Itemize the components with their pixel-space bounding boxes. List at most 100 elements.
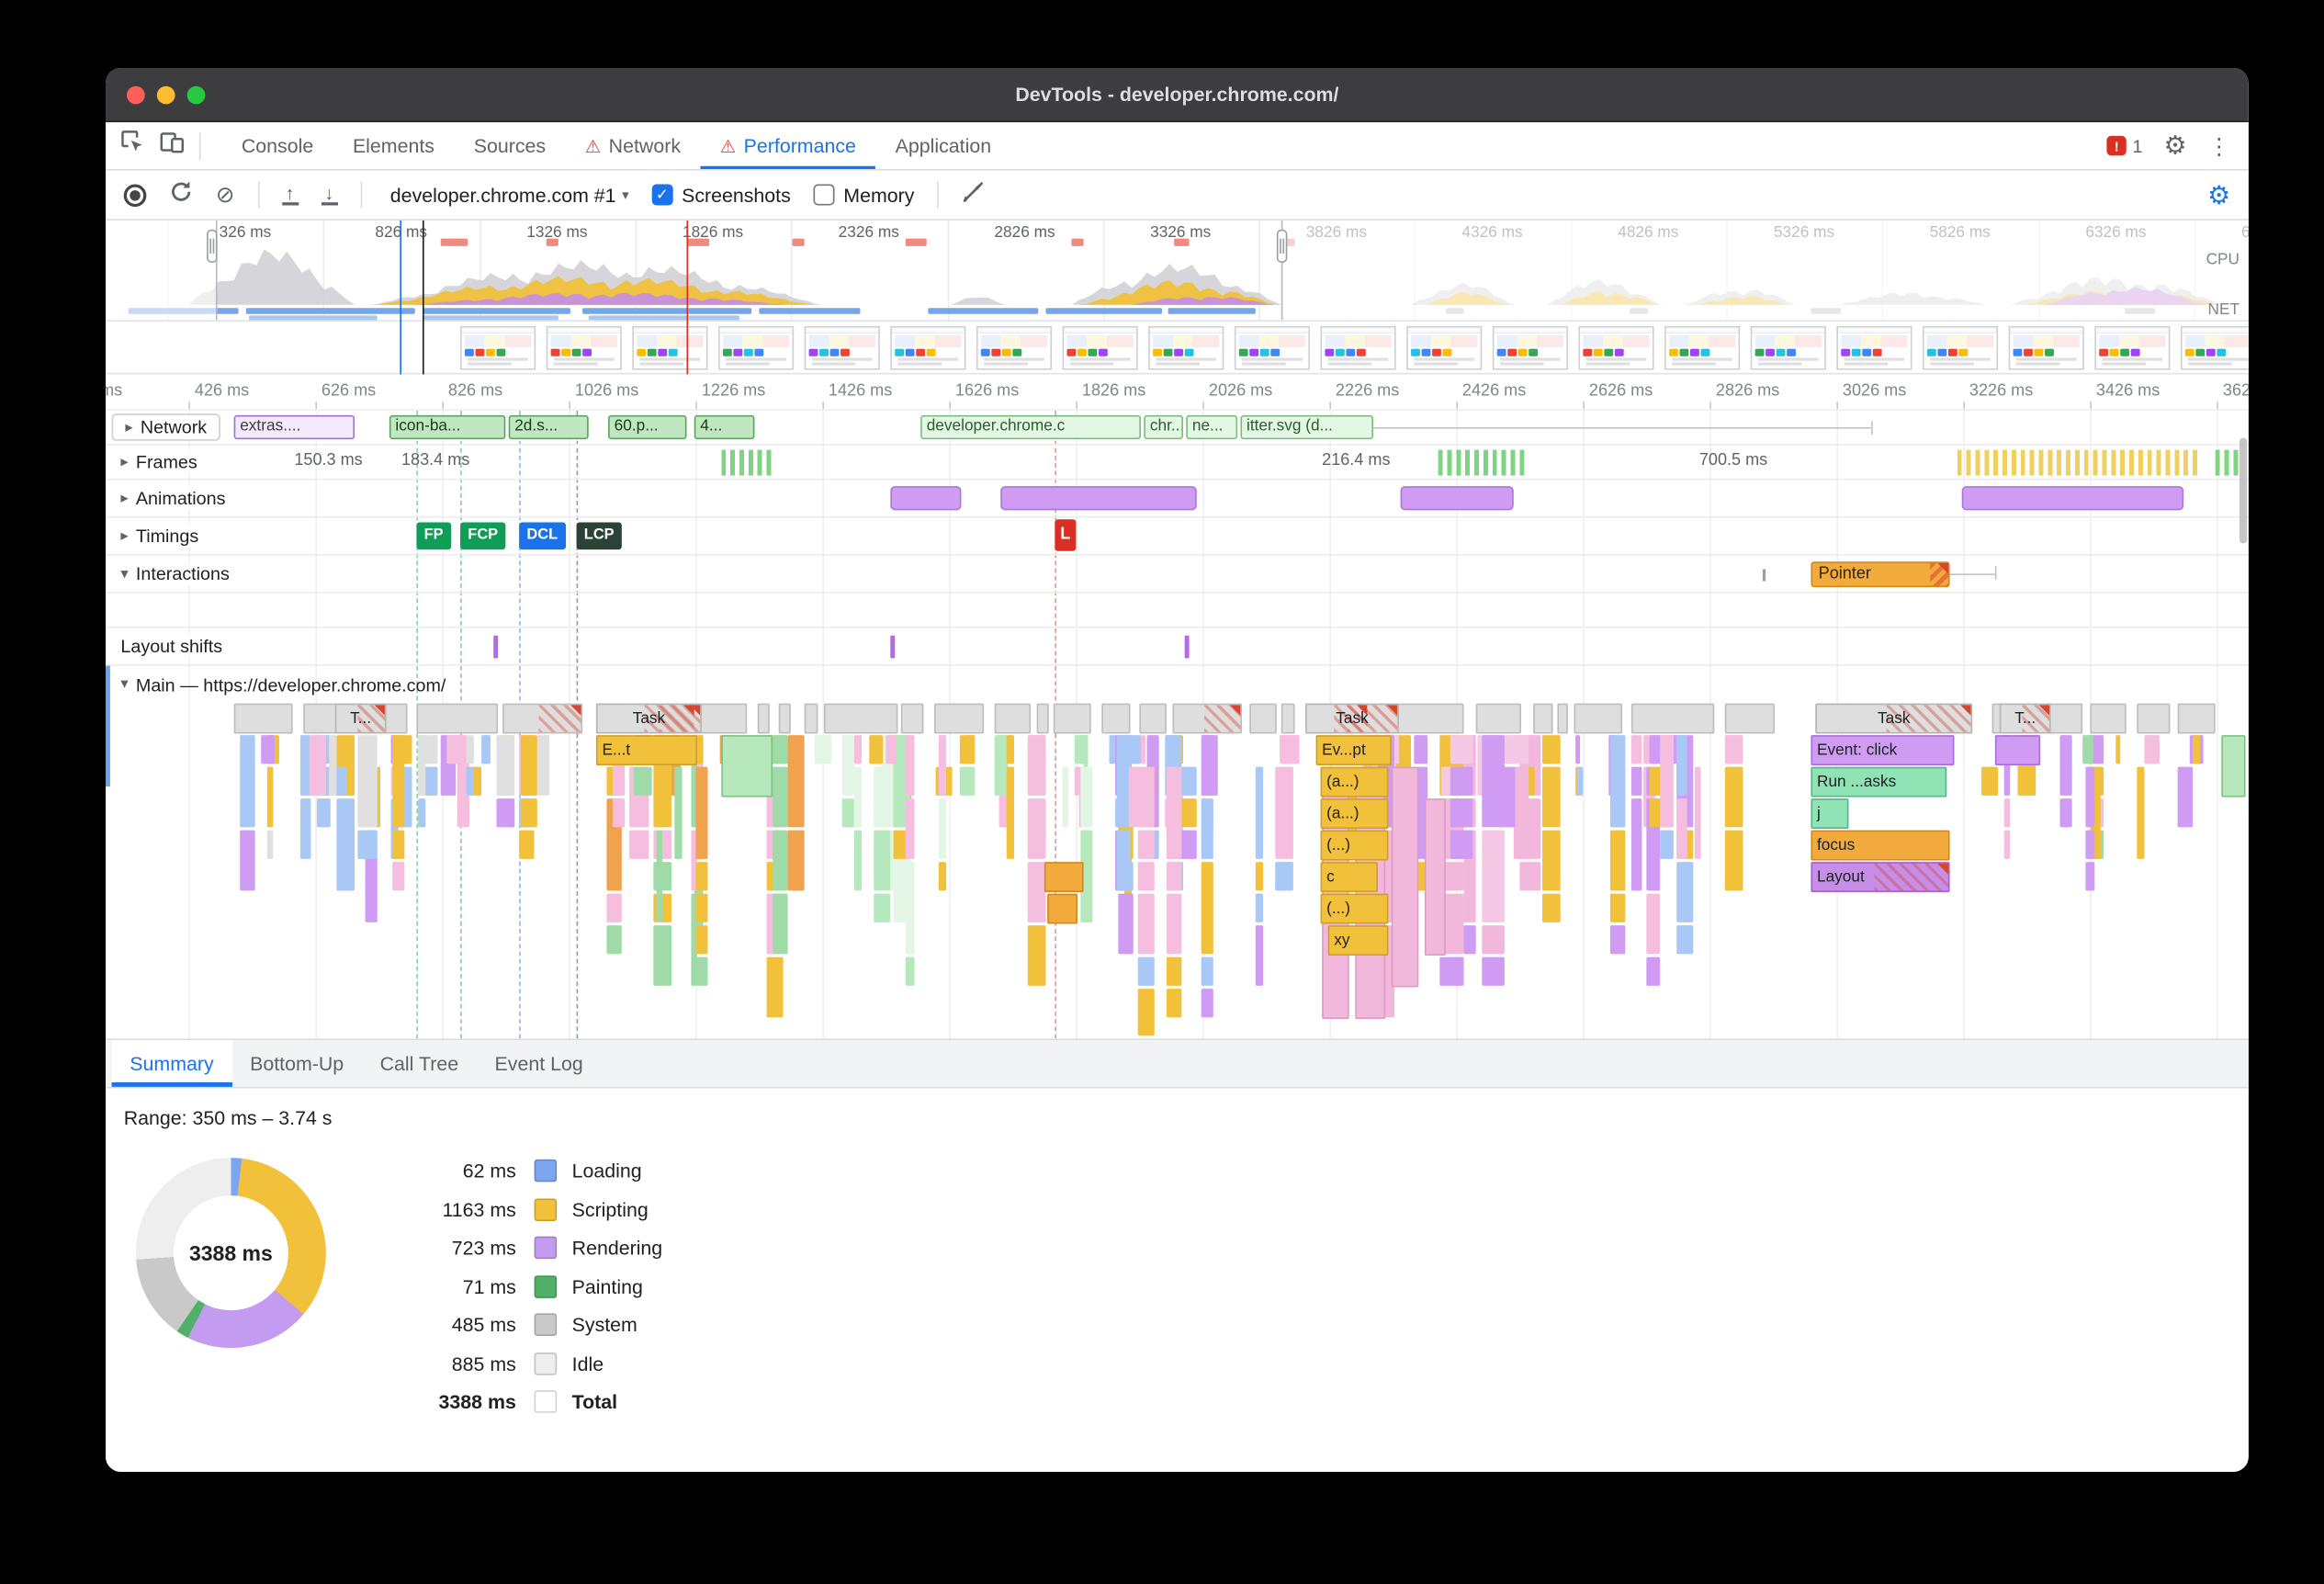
task-bar[interactable] <box>1281 703 1295 734</box>
flame-bar[interactable] <box>1118 893 1134 955</box>
flame-bar-labeled[interactable]: (...) <box>1320 893 1389 924</box>
flame-bar[interactable] <box>1047 893 1077 924</box>
flame-bar[interactable] <box>853 830 862 891</box>
task-bar[interactable] <box>502 703 583 734</box>
device-toolbar-icon[interactable] <box>160 130 185 162</box>
window-titlebar[interactable]: DevTools - developer.chrome.com/ <box>106 68 2249 123</box>
flame-bar[interactable] <box>2003 798 2011 828</box>
flame-bar[interactable] <box>1675 735 1687 796</box>
zoom-window-button[interactable] <box>186 85 206 104</box>
flame-bar[interactable] <box>2221 735 2246 798</box>
flame-bar[interactable] <box>1676 925 1694 955</box>
flame-bar[interactable] <box>1136 862 1155 891</box>
flame-bar[interactable] <box>357 830 378 859</box>
flame-bar[interactable] <box>1027 798 1046 859</box>
network-request[interactable]: 60.p... <box>608 414 687 440</box>
network-request[interactable]: 2d.s... <box>508 414 589 440</box>
screenshot-thumbnail[interactable] <box>1234 325 1310 370</box>
flame-bar-labeled[interactable]: (a...) <box>1320 766 1389 798</box>
flame-bar[interactable] <box>1414 735 1428 764</box>
main-thread-track-label[interactable]: ▾ Main — https://developer.chrome.com/ <box>115 673 452 696</box>
frames-track[interactable]: 150.3 ms 183.4 ms 216.4 ms 700.5 ms ▸ Frame… <box>106 446 2249 481</box>
animations-track[interactable]: ▸ Animations <box>106 480 2249 518</box>
vertical-scrollbar[interactable] <box>2239 437 2248 544</box>
flame-bar[interactable] <box>1044 862 1084 892</box>
flame-bar[interactable] <box>1610 830 1626 891</box>
screenshot-thumbnail[interactable] <box>976 325 1053 370</box>
task-bar[interactable] <box>756 703 771 734</box>
flame-bar[interactable] <box>536 735 549 796</box>
profile-select[interactable]: developer.chrome.com #1 ▾ <box>390 184 629 207</box>
flame-bar[interactable] <box>329 735 337 796</box>
flame-bar[interactable] <box>308 735 327 796</box>
flame-bar[interactable] <box>1129 766 1141 828</box>
bottom-tab-bottom-up[interactable]: Bottom-Up <box>250 1052 344 1075</box>
flame-bar[interactable] <box>694 893 709 922</box>
flame-bar-labeled[interactable]: T... <box>1999 703 2051 734</box>
screenshot-thumbnail[interactable] <box>546 325 622 370</box>
task-bar[interactable] <box>900 703 924 734</box>
flame-bar[interactable] <box>873 893 891 922</box>
flame-bar[interactable] <box>1449 735 1472 764</box>
network-request[interactable]: chr... <box>1144 414 1183 440</box>
close-window-button[interactable] <box>127 85 145 104</box>
flame-bar[interactable] <box>1631 735 1641 764</box>
flame-bar[interactable] <box>721 735 773 798</box>
flame-bar[interactable] <box>853 766 862 828</box>
flame-bar[interactable] <box>766 956 784 1018</box>
flame-bar[interactable] <box>692 893 698 986</box>
flame-bar[interactable] <box>1660 735 1674 828</box>
more-options-icon[interactable]: ⋮ <box>2207 133 2231 160</box>
flame-bar[interactable] <box>240 735 256 828</box>
frames-track-label[interactable]: ▸ Frames <box>114 449 204 474</box>
flame-bar[interactable] <box>417 735 426 796</box>
task-bar[interactable] <box>1139 703 1167 734</box>
flame-bar[interactable] <box>873 766 891 828</box>
record-button[interactable] <box>123 183 147 207</box>
task-bar[interactable] <box>778 703 791 734</box>
disclosure-triangle-icon[interactable]: ▸ <box>125 418 133 436</box>
flame-bar[interactable] <box>2084 766 2096 828</box>
flame-bar[interactable] <box>417 798 426 828</box>
flame-bar[interactable] <box>772 893 789 955</box>
timings-track-label[interactable]: ▸ Timings <box>114 524 205 549</box>
flame-bar[interactable] <box>1166 989 1181 1018</box>
flame-bar[interactable] <box>1542 830 1562 891</box>
task-bar[interactable] <box>823 703 897 734</box>
flame-bar[interactable] <box>1201 798 1213 828</box>
flame-bar[interactable] <box>1646 956 1661 986</box>
flame-bar[interactable] <box>656 735 662 828</box>
flame-bar-labeled[interactable]: E...t <box>595 735 697 765</box>
flame-bar[interactable] <box>938 862 946 891</box>
flame-bar[interactable] <box>465 766 475 796</box>
flame-bar[interactable] <box>1481 925 1506 955</box>
flame-bar[interactable] <box>1675 798 1687 859</box>
flame-bar[interactable] <box>772 735 789 764</box>
flame-bar[interactable] <box>1660 830 1674 859</box>
screenshot-thumbnail[interactable] <box>1750 325 1826 370</box>
flame-bar[interactable] <box>1179 798 1197 828</box>
left-scroll-indicator[interactable] <box>106 665 110 786</box>
disclosure-triangle-icon[interactable]: ▸ <box>120 490 129 507</box>
flame-bar[interactable] <box>1255 893 1264 922</box>
flame-bar[interactable] <box>1610 735 1626 828</box>
flame-bar[interactable] <box>299 735 311 796</box>
flame-bar[interactable] <box>1449 830 1472 859</box>
layout-shift-mark[interactable] <box>1184 635 1190 659</box>
task-bar[interactable] <box>994 703 1031 734</box>
flame-bar[interactable] <box>1610 893 1626 922</box>
flame-bar-labeled[interactable]: (a...) <box>1320 798 1389 829</box>
flame-bar[interactable] <box>1631 798 1641 891</box>
tab-network[interactable]: ⚠ Network <box>565 122 700 169</box>
flame-bar[interactable] <box>1006 735 1014 764</box>
flame-bar[interactable] <box>1140 735 1145 764</box>
bottom-tab-event-log[interactable]: Event Log <box>494 1052 583 1075</box>
screenshot-thumbnail[interactable] <box>804 325 880 370</box>
flame-bar[interactable] <box>815 735 831 764</box>
task-bar[interactable] <box>416 703 498 734</box>
network-request[interactable]: itter.svg (d... <box>1240 414 1373 440</box>
flame-bar[interactable] <box>518 830 535 859</box>
flame-bar[interactable] <box>959 766 975 796</box>
screenshot-thumbnail[interactable] <box>1148 325 1224 370</box>
tab-performance[interactable]: ⚠ Performance <box>700 122 875 169</box>
